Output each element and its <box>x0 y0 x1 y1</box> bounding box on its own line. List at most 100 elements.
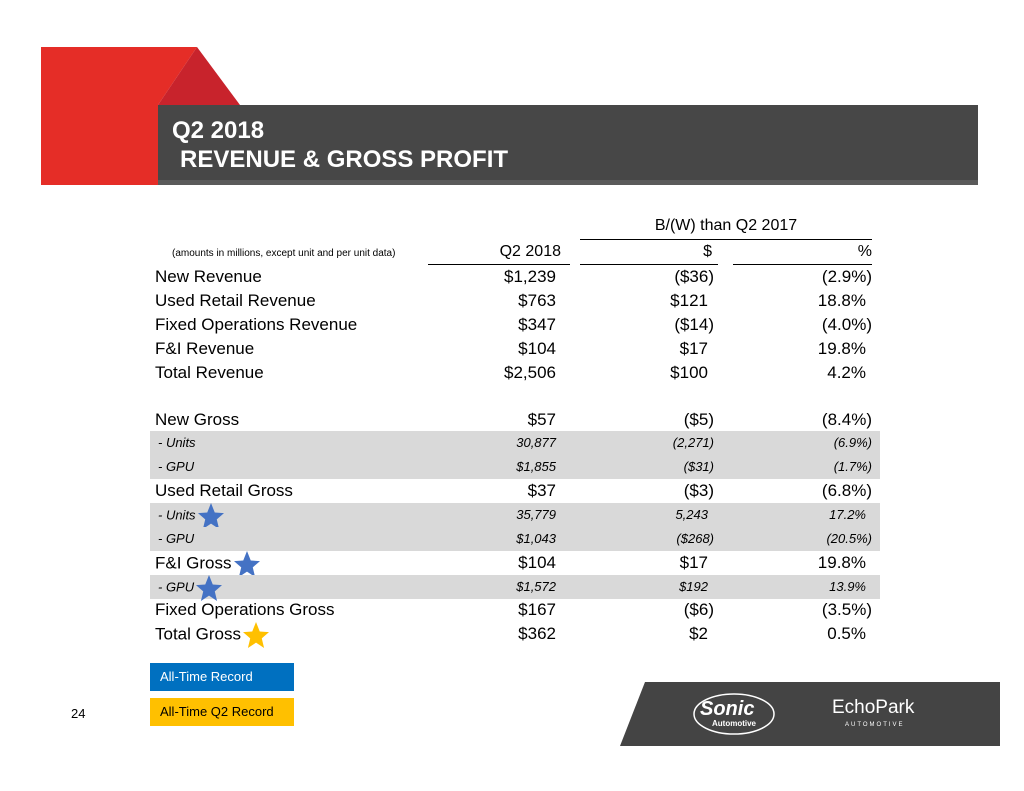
value-text: $1,855 <box>516 459 556 474</box>
row-label: New Revenue <box>155 265 262 289</box>
row-value-percent-change: 0.5% <box>827 622 872 646</box>
legend-all-time-record: All-Time Record <box>150 663 294 691</box>
row-label-text: Used Retail Revenue <box>155 291 316 310</box>
value-text: $2,506 <box>504 363 556 382</box>
row-value-dollar-change: $2 <box>689 622 714 646</box>
blue-star-icon <box>233 551 260 577</box>
row-label-text: Fixed Operations Gross <box>155 600 335 619</box>
row-label: - GPU <box>158 455 194 479</box>
blue-star-icon <box>196 575 223 601</box>
row-label-text: New Gross <box>155 410 240 429</box>
table-row: F&I Revenue $104 $17 19.8% <box>150 337 880 361</box>
row-label: Used Retail Gross <box>155 479 293 503</box>
row-label: - GPU <box>158 575 223 601</box>
row-label-text: Fixed Operations Revenue <box>155 315 358 334</box>
row-label: Total Gross <box>155 622 269 648</box>
row-value-percent-change: (4.0%) <box>822 313 872 337</box>
row-value-percent-change: 19.8% <box>818 337 872 361</box>
table-row: - Units 30,877 (2,271) (6.9%) <box>150 431 880 455</box>
row-value-percent-change: 13.9% <box>829 575 872 599</box>
value-text: $17 <box>679 553 708 572</box>
value-text: $121 <box>670 291 708 310</box>
row-value-percent-change: (2.9%) <box>822 265 872 289</box>
value-text: ($31) <box>683 459 714 474</box>
value-text: 4.2% <box>827 363 866 382</box>
value-text: (4.0%) <box>821 315 872 334</box>
row-value-dollar-change: ($14) <box>674 313 714 337</box>
value-text: (2,271) <box>672 435 714 450</box>
table-row: Fixed Operations Gross $167 ($6) (3.5%) <box>150 598 880 622</box>
value-text: ($6) <box>683 600 714 619</box>
value-text: $1,239 <box>504 267 556 286</box>
row-label-text: Total Gross <box>155 624 241 644</box>
slide-title-line1: Q2 2018 <box>172 117 265 144</box>
row-value-q2-2018: $1,855 <box>516 455 556 479</box>
row-value-dollar-change: $17 <box>680 551 714 575</box>
row-value-q2-2018: $57 <box>528 408 556 432</box>
value-text: $763 <box>518 291 556 310</box>
divider <box>428 264 570 265</box>
table-row: - GPU $1,043 ($268) (20.5%) <box>150 527 880 551</box>
divider <box>733 264 872 265</box>
footer-logo-banner <box>620 682 1000 746</box>
sonic-logo-sub: Automotive <box>712 719 756 728</box>
header-graphic <box>41 47 978 185</box>
value-text: $17 <box>679 339 708 358</box>
table-row: Total Revenue $2,506 $100 4.2% <box>150 361 880 385</box>
row-label-text: New Revenue <box>155 267 262 286</box>
slide-title-line2: REVENUE & GROSS PROFIT <box>180 146 509 173</box>
value-text: $167 <box>518 600 556 619</box>
divider <box>580 264 718 265</box>
row-value-percent-change: (8.4%) <box>822 408 872 432</box>
row-value-dollar-change: ($5) <box>684 408 714 432</box>
value-text: ($3) <box>683 481 714 500</box>
value-text: $347 <box>518 315 556 334</box>
value-text: 5,243 <box>675 507 708 522</box>
value-text: $100 <box>670 363 708 382</box>
table-note: (amounts in millions, except unit and pe… <box>172 248 396 259</box>
row-label: New Gross <box>155 408 239 432</box>
table-row: Used Retail Revenue $763 $121 18.8% <box>150 289 880 313</box>
echopark-logo: EchoPark <box>832 697 915 718</box>
value-text: 19.8% <box>817 339 866 358</box>
row-value-dollar-change: (2,271) <box>673 431 714 455</box>
value-text: $104 <box>518 553 556 572</box>
value-text: 30,877 <box>516 435 556 450</box>
row-value-dollar-change: ($31) <box>684 455 714 479</box>
row-label-text: Total Revenue <box>155 363 264 382</box>
row-value-q2-2018: $1,572 <box>516 575 556 599</box>
value-text: (3.5%) <box>821 600 872 619</box>
row-label-text: - Units <box>158 507 196 523</box>
table-row: Used Retail Gross $37 ($3) (6.8%) <box>150 479 880 503</box>
row-label: F&I Revenue <box>155 337 254 361</box>
row-label: - Units <box>158 503 224 529</box>
table-row: - GPU $1,572 $192 13.9% <box>150 575 880 601</box>
row-value-percent-change: 4.2% <box>827 361 872 385</box>
table-row: F&I Gross $104 $17 19.8% <box>150 551 880 577</box>
legend-all-time-q2-record: All-Time Q2 Record <box>150 698 294 726</box>
row-value-q2-2018: $104 <box>518 337 556 361</box>
value-text: 18.8% <box>817 291 866 310</box>
row-value-q2-2018: $2,506 <box>504 361 556 385</box>
value-text: 35,779 <box>516 507 556 522</box>
value-text: ($14) <box>674 315 714 334</box>
row-value-dollar-change: $192 <box>679 575 714 599</box>
value-text: $37 <box>527 481 556 500</box>
gold-star-icon <box>242 622 269 648</box>
value-text: (1.7%) <box>833 459 872 474</box>
value-text: $1,043 <box>516 531 556 546</box>
row-value-q2-2018: 35,779 <box>516 503 556 527</box>
row-value-dollar-change: ($268) <box>676 527 714 551</box>
value-text: (2.9%) <box>821 267 872 286</box>
row-value-dollar-change: ($6) <box>684 598 714 622</box>
value-text: $104 <box>518 339 556 358</box>
row-label: Fixed Operations Revenue <box>155 313 357 337</box>
row-value-q2-2018: 30,877 <box>516 431 556 455</box>
row-value-q2-2018: $1,239 <box>504 265 556 289</box>
row-label: Fixed Operations Gross <box>155 598 335 622</box>
row-value-dollar-change: $100 <box>670 361 714 385</box>
value-text: (8.4%) <box>821 410 872 429</box>
row-value-percent-change: 17.2% <box>829 503 872 527</box>
row-label: - GPU <box>158 527 194 551</box>
